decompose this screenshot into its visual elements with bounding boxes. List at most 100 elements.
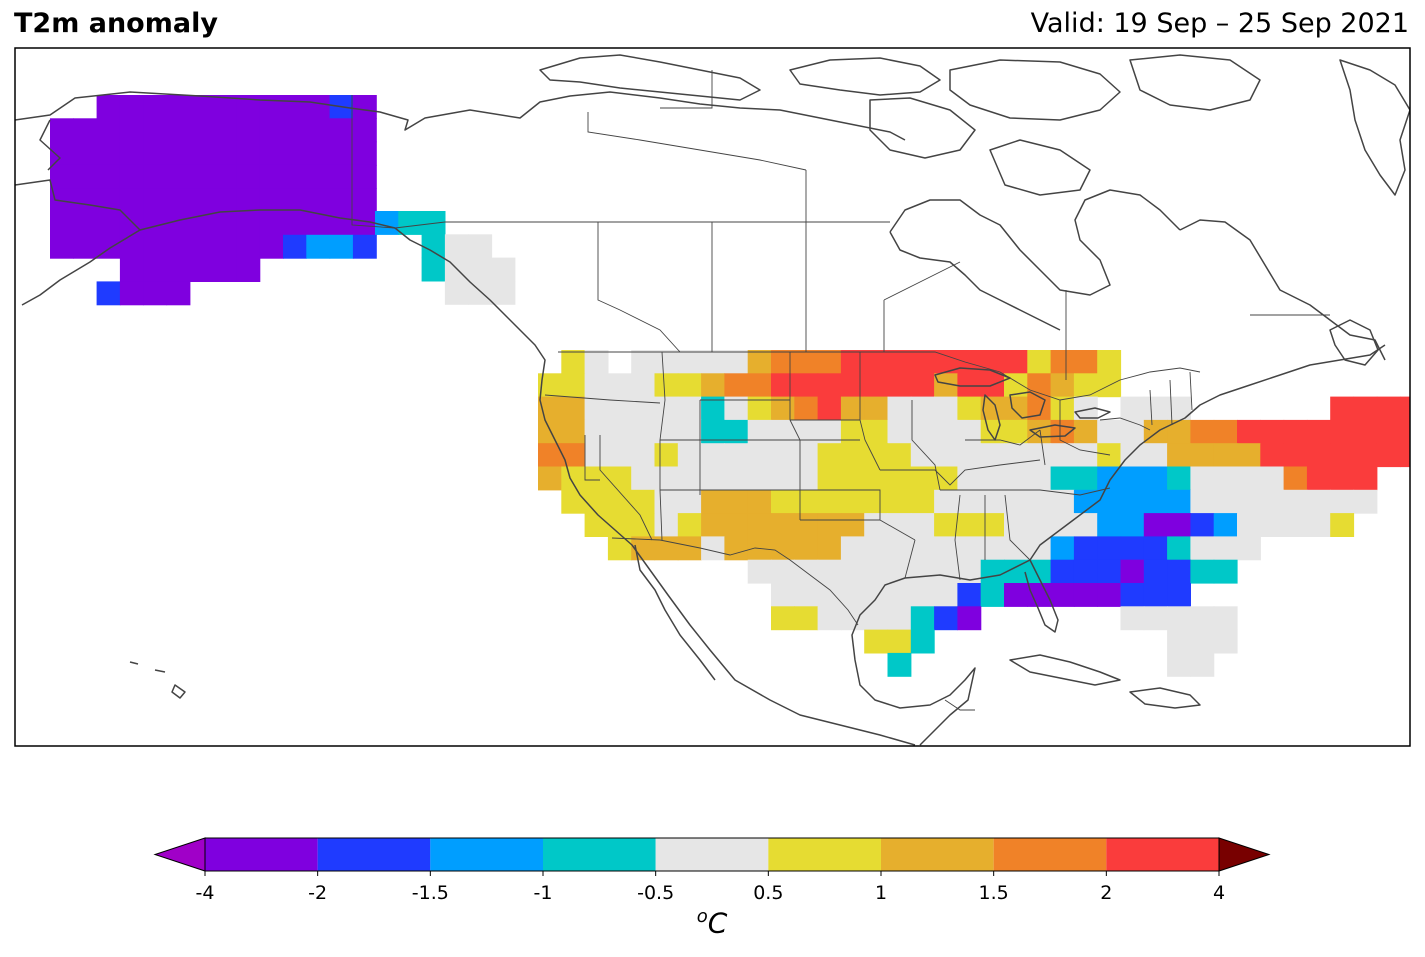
anomaly-cell bbox=[887, 419, 912, 444]
anomaly-cell bbox=[1167, 629, 1191, 654]
anomaly-cell bbox=[817, 559, 842, 584]
anomaly-cell bbox=[1260, 489, 1285, 514]
anomaly-cell bbox=[375, 211, 399, 235]
anomaly-cell bbox=[794, 466, 819, 491]
anomaly-cell bbox=[607, 489, 632, 514]
anomaly-cell bbox=[957, 443, 982, 468]
anomaly-cell bbox=[1027, 419, 1052, 444]
anomaly-cell bbox=[1283, 466, 1308, 491]
anomaly-cell bbox=[677, 396, 702, 421]
anomaly-cell bbox=[910, 396, 935, 421]
anomaly-cell bbox=[283, 234, 307, 259]
anomaly-cell bbox=[236, 95, 261, 119]
anomaly-cell bbox=[817, 466, 842, 491]
colorbar-over-extension bbox=[1218, 837, 1271, 872]
anomaly-cell bbox=[166, 234, 191, 259]
anomaly-cell bbox=[654, 373, 679, 398]
anomaly-cell bbox=[259, 188, 284, 213]
map-frame bbox=[14, 47, 1411, 747]
anomaly-cell bbox=[910, 559, 935, 584]
anomaly-cell bbox=[631, 466, 656, 491]
anomaly-cell bbox=[654, 489, 679, 514]
anomaly-cell bbox=[213, 234, 237, 259]
anomaly-cell bbox=[50, 118, 74, 143]
anomaly-cell bbox=[910, 513, 935, 537]
anomaly-cell bbox=[1306, 443, 1331, 468]
anomaly-cell bbox=[1190, 606, 1215, 631]
anomaly-cell bbox=[143, 211, 168, 236]
anomaly-cell bbox=[213, 258, 237, 282]
anomaly-cell bbox=[1004, 583, 1028, 607]
anomaly-cell bbox=[236, 258, 261, 282]
colorbar-tick-label: -4 bbox=[195, 882, 215, 904]
colorbar-bin bbox=[543, 838, 656, 871]
anomaly-cell bbox=[840, 513, 865, 537]
anomaly-cell bbox=[864, 513, 889, 537]
anomaly-cell bbox=[747, 559, 772, 584]
colorbar-bin bbox=[993, 838, 1107, 871]
anomaly-cell bbox=[701, 396, 725, 421]
anomaly-cell bbox=[957, 419, 982, 444]
anomaly-cell bbox=[747, 466, 772, 491]
anomaly-cell bbox=[352, 211, 377, 236]
anomaly-cell bbox=[50, 188, 74, 213]
anomaly-cell bbox=[1190, 559, 1215, 584]
anomaly-cell bbox=[1097, 489, 1122, 514]
anomaly-cell bbox=[584, 396, 609, 421]
anomaly-cell bbox=[50, 211, 74, 236]
anomaly-cell bbox=[701, 350, 725, 374]
anomaly-cell bbox=[96, 211, 121, 236]
colorbar-bin bbox=[1106, 838, 1219, 871]
anomaly-cell bbox=[864, 606, 889, 631]
anomaly-cell bbox=[631, 443, 656, 468]
anomaly-cell bbox=[1213, 513, 1238, 537]
anomaly-cell bbox=[306, 211, 331, 236]
anomaly-cell bbox=[1190, 629, 1215, 654]
anomaly-cell bbox=[1167, 443, 1191, 468]
anomaly-cell bbox=[1330, 489, 1355, 514]
anomaly-cell bbox=[724, 350, 749, 374]
anomaly-cell bbox=[538, 466, 562, 491]
anomaly-cell bbox=[910, 350, 935, 374]
anomaly-cell bbox=[631, 489, 656, 514]
anomaly-cell bbox=[771, 466, 795, 491]
colorbar-bin bbox=[317, 838, 431, 871]
anomaly-cell bbox=[887, 396, 912, 421]
anomaly-cell bbox=[1143, 513, 1168, 537]
anomaly-cell bbox=[73, 164, 98, 189]
anomaly-cell bbox=[794, 396, 819, 421]
anomaly-cell bbox=[1237, 489, 1261, 514]
anomaly-cell bbox=[864, 629, 889, 654]
anomaly-cell bbox=[607, 443, 632, 468]
anomaly-cell bbox=[213, 141, 237, 166]
anomaly-cell bbox=[1213, 489, 1238, 514]
anomaly-cell bbox=[677, 443, 702, 468]
anomaly-cell bbox=[236, 234, 261, 259]
anomaly-cell bbox=[910, 419, 935, 444]
anomaly-cell bbox=[259, 141, 284, 166]
anomaly-cell bbox=[1330, 443, 1355, 468]
anomaly-cell bbox=[1073, 466, 1098, 491]
anomaly-cell bbox=[561, 373, 586, 398]
anomaly-cell bbox=[864, 396, 889, 421]
anomaly-cell bbox=[1120, 466, 1145, 491]
anomaly-cell bbox=[283, 188, 307, 213]
anomaly-cell bbox=[1376, 419, 1401, 444]
anomaly-cell bbox=[1400, 396, 1410, 421]
anomaly-cell bbox=[143, 118, 168, 143]
anomaly-cell bbox=[957, 536, 982, 561]
anomaly-cell bbox=[1004, 443, 1028, 468]
anomaly-cell bbox=[631, 373, 656, 398]
anomaly-cell bbox=[1120, 559, 1145, 584]
anomaly-cell bbox=[817, 443, 842, 468]
anomaly-cell bbox=[980, 466, 1005, 491]
anomaly-cell bbox=[329, 164, 354, 189]
anomaly-cell bbox=[1027, 513, 1052, 537]
anomaly-cell bbox=[1073, 559, 1098, 584]
anomaly-cell bbox=[1260, 513, 1285, 537]
anomaly-cell bbox=[50, 141, 74, 166]
anomaly-cell bbox=[1237, 419, 1261, 444]
anomaly-cell bbox=[1050, 559, 1075, 584]
anomaly-cell bbox=[189, 141, 214, 166]
anomaly-cell bbox=[747, 373, 772, 398]
